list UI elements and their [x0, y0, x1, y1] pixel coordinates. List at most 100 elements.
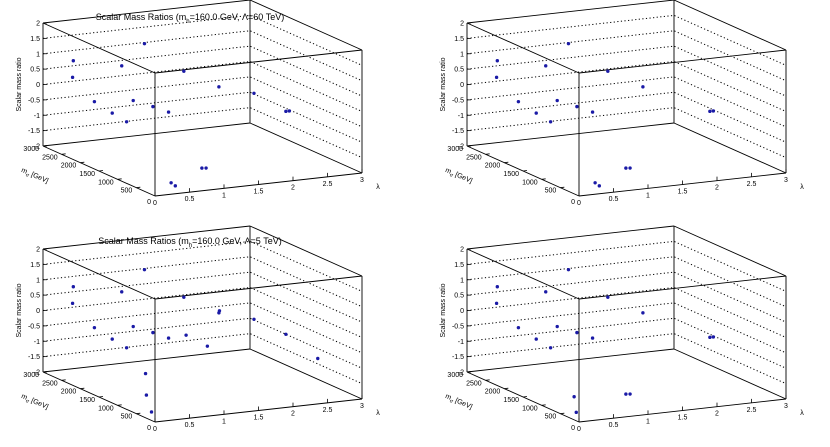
z-tick-label: -1 [458, 339, 464, 346]
y-tick-label: 2000 [485, 163, 501, 170]
z-tick-label: 0 [460, 82, 464, 89]
y-tick-label: 3000 [23, 372, 39, 379]
y-tick-label-zero: 0 [147, 425, 151, 432]
data-point [124, 346, 129, 350]
data-point [628, 166, 632, 170]
data-point [544, 64, 548, 68]
z-tick-label: -0.5 [452, 97, 464, 104]
data-point [624, 392, 628, 396]
data-point [71, 59, 76, 63]
y-tick-label-zero: 0 [147, 199, 151, 206]
y-tick [541, 178, 546, 180]
gridline-z [42, 107, 363, 159]
x-tick-label: 1.5 [678, 189, 688, 196]
z-tick-label: -2 [458, 370, 464, 377]
gridline-z [42, 286, 363, 338]
y-tick-label: 500 [121, 188, 133, 195]
y-tick-label-zero: 0 [571, 199, 575, 206]
frame-edge [154, 275, 363, 300]
frame-edge [673, 122, 787, 174]
y-tick-label: 1000 [522, 405, 538, 412]
data-point [200, 166, 204, 170]
frame-edge [466, 248, 580, 300]
frame-edge [578, 275, 787, 300]
data-point [184, 333, 188, 337]
frame-edge [42, 348, 251, 373]
data-point [182, 295, 186, 299]
y-tick [80, 161, 85, 164]
data-point [120, 64, 124, 68]
z-tick-label: 2 [36, 21, 40, 28]
x-tick-label: 0 [153, 200, 157, 207]
data-point [169, 181, 173, 185]
y-tick-label: 1500 [79, 171, 95, 178]
data-point [641, 85, 645, 89]
data-point [708, 335, 712, 340]
data-point [597, 184, 602, 188]
data-point [71, 285, 76, 289]
data-point [641, 311, 645, 315]
frame-edge [249, 0, 363, 51]
gridline-z [466, 107, 787, 159]
data-point [534, 111, 538, 115]
x-tick-label: 0 [153, 426, 157, 433]
data-point [144, 393, 149, 397]
data-point [166, 110, 171, 114]
data-point [555, 98, 559, 103]
data-point [142, 41, 147, 46]
z-tick-label: -1 [34, 339, 40, 346]
data-point [575, 104, 579, 109]
gridline-z [42, 240, 363, 292]
z-tick-label: 0 [460, 308, 464, 315]
data-point [606, 69, 610, 73]
gridline-z [42, 14, 363, 66]
z-tick-label: 1.5 [30, 36, 40, 43]
data-point [166, 336, 171, 340]
y-tick-label-zero: 0 [571, 425, 575, 432]
data-point [534, 337, 538, 341]
x-tick-label: 3 [360, 403, 364, 410]
x-axis-label: λ [376, 184, 380, 191]
y-axis-label: mσ [GeV] [443, 393, 473, 413]
frame-edge [42, 122, 251, 147]
data-point [711, 335, 716, 339]
data-point [555, 324, 559, 329]
y-tick [136, 412, 141, 415]
z-tick-label: -0.5 [28, 97, 40, 104]
y-tick-label: 3000 [447, 372, 463, 379]
x-tick-label: 2 [291, 411, 295, 418]
z-tick-label: 0.5 [454, 67, 464, 74]
gridline-z [42, 30, 363, 82]
chart-panel-1: Scalar Mass Ratios (mh=160.0 GeV, Λ=60 T… [16, 0, 380, 207]
frame-edge [466, 122, 675, 147]
z-axis-label: Scalar mass ratio [440, 57, 447, 111]
data-point [70, 301, 75, 306]
x-tick-label: 1 [646, 192, 650, 199]
data-point [316, 356, 320, 361]
z-tick-label: 2 [460, 247, 464, 254]
frame-edge [42, 22, 156, 74]
y-tick [504, 161, 509, 164]
z-axis-label: Scalar mass ratio [16, 57, 23, 111]
z-tick-label: 0 [36, 82, 40, 89]
z-tick-label: 1.5 [454, 36, 464, 43]
y-tick-label: 500 [121, 414, 133, 421]
gridline-z [466, 91, 787, 143]
y-tick [80, 387, 85, 390]
data-point [110, 337, 114, 341]
data-point [590, 110, 595, 114]
y-tick-label: 1000 [522, 179, 538, 186]
y-tick [485, 379, 490, 381]
y-axis-label: mσ [GeV] [19, 393, 49, 413]
chart-panel-3: Scalar Mass Ratios (mh=160.0 GeV, Λ=5 Te… [16, 225, 380, 433]
y-tick-label: 500 [545, 188, 557, 195]
z-tick-label: 1 [36, 277, 40, 284]
data-point [624, 166, 628, 170]
z-tick-label: 1 [460, 277, 464, 284]
z-axis-label: Scalar mass ratio [440, 283, 447, 337]
data-point [182, 69, 186, 73]
x-tick-label: 0 [577, 426, 581, 433]
z-tick-label: -1.5 [452, 354, 464, 361]
y-tick [560, 412, 565, 415]
frame-edge [154, 49, 363, 74]
